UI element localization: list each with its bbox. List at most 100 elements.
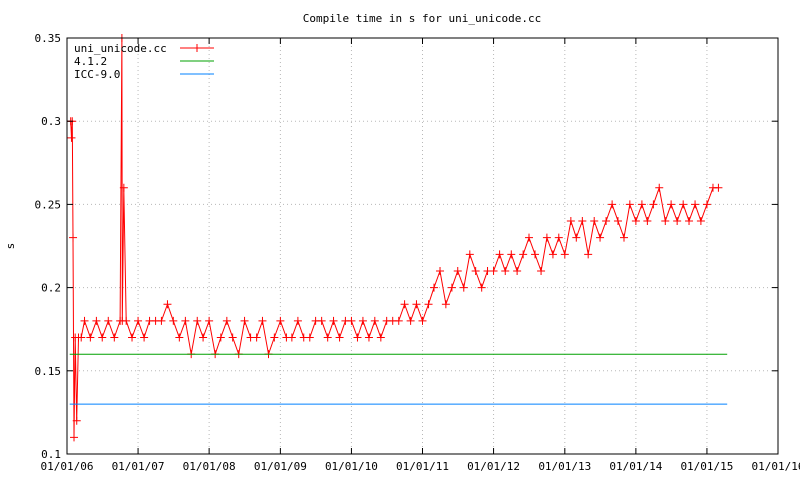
data-point [69,233,78,242]
data-point [471,266,480,275]
data-point [169,316,178,325]
data-point [489,266,498,275]
x-tick-label: 01/01/06 [41,460,94,473]
data-point [70,433,79,442]
data-point [134,316,143,325]
data-point [673,217,682,226]
data-point [548,250,557,259]
data-point [80,316,89,325]
data-point [358,316,367,325]
data-point [441,300,450,309]
data-point [447,283,456,292]
data-point [228,333,237,342]
data-point [554,233,563,242]
data-point [370,316,379,325]
data-point [572,233,581,242]
data-point [128,333,137,342]
series-layer [66,34,728,442]
data-point [620,233,629,242]
data-point [637,200,646,209]
data-point [293,316,302,325]
data-point [513,266,522,275]
data-point [67,133,76,142]
data-point [140,333,149,342]
data-point [542,233,551,242]
data-point [495,250,504,259]
legend-label: ICC-9.0 [74,68,120,81]
data-point [501,266,510,275]
y-tick-label: 0.15 [35,365,62,378]
data-point [175,333,184,342]
data-point [77,333,86,342]
data-point [696,217,705,226]
data-point [465,250,474,259]
data-point [631,217,640,226]
series-line [70,37,719,438]
data-point [436,266,445,275]
data-point [429,283,438,292]
data-point [323,333,332,342]
data-point [655,183,664,192]
y-tick-label: 0.1 [41,448,61,461]
data-point [119,183,128,192]
data-point [406,316,415,325]
data-point [477,283,486,292]
data-point [86,333,95,342]
data-point [364,333,373,342]
data-point [424,300,433,309]
data-point [157,316,166,325]
data-point [714,183,723,192]
data-point [524,233,533,242]
chart-title: Compile time in s for uni_unicode.cc [303,12,541,25]
data-point [335,333,344,342]
x-tick-label: 01/01/13 [538,460,591,473]
data-point [270,333,279,342]
data-point [199,333,208,342]
data-point [691,200,700,209]
data-point [287,333,296,342]
data-point [608,200,617,209]
data-point [347,316,356,325]
y-tick-label: 0.35 [35,32,62,45]
y-tick-label: 0.3 [41,115,61,128]
series-uni-unicode-cc [66,34,723,442]
x-tick-label: 01/01/09 [254,460,307,473]
data-point [566,217,575,226]
data-point [418,316,427,325]
data-point [400,300,409,309]
data-point [98,333,107,342]
x-tick-label: 01/01/12 [467,460,520,473]
x-tick-label: 01/01/15 [680,460,733,473]
data-point [519,250,528,259]
data-point [685,217,694,226]
data-point [72,416,81,425]
data-point [122,316,131,325]
data-point [412,300,421,309]
data-point [317,316,326,325]
data-point [163,300,172,309]
data-point [329,316,338,325]
x-tick-label: 01/01/16 [752,460,800,473]
data-point [222,316,231,325]
data-point [590,217,599,226]
y-axis-label: s [4,243,17,250]
data-point [596,233,605,242]
data-point [216,333,225,342]
data-point [584,250,593,259]
data-point [649,200,658,209]
data-point [394,316,403,325]
x-tick-label: 01/01/10 [325,460,378,473]
data-point [252,333,261,342]
data-point [276,316,285,325]
data-point [240,316,249,325]
data-point [560,250,569,259]
legend-label: uni_unicode.cc [74,42,167,55]
legend-marker [193,44,201,52]
data-point [92,316,101,325]
x-tick-label: 01/01/14 [609,460,662,473]
data-point [679,200,688,209]
x-tick-label: 01/01/07 [112,460,165,473]
data-point [667,200,676,209]
